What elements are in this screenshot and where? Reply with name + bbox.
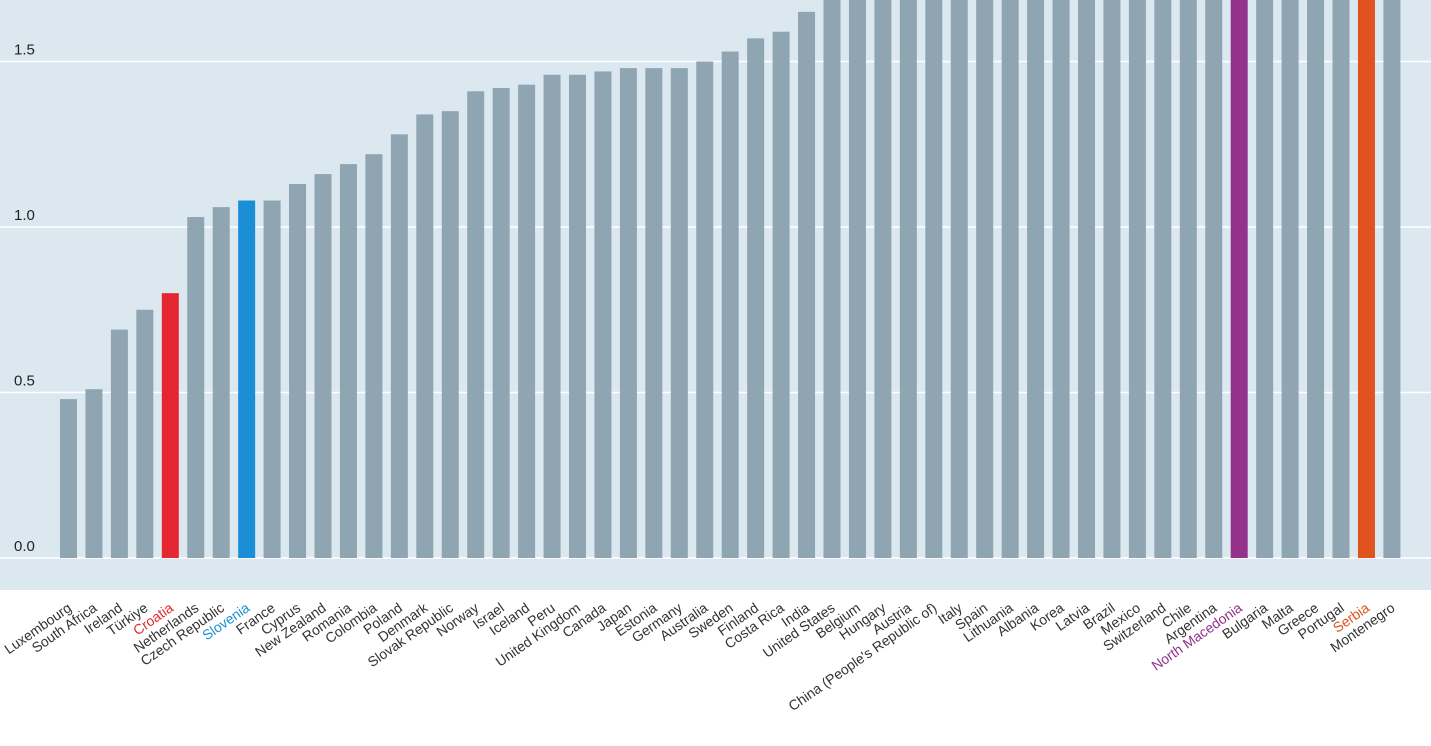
bar-spain bbox=[976, 0, 994, 558]
bar-italy bbox=[950, 0, 968, 558]
y-tick-label: 0.5 bbox=[14, 373, 35, 390]
bar-australia bbox=[696, 61, 714, 558]
y-tick-label: 1.0 bbox=[14, 207, 35, 224]
bar-czech-republic bbox=[212, 207, 230, 558]
bar-estonia bbox=[645, 68, 663, 559]
bar-argentina bbox=[1205, 0, 1223, 558]
bar-united-kingdom bbox=[569, 74, 586, 559]
bar-croatia bbox=[161, 293, 179, 558]
bar-israel bbox=[492, 87, 510, 558]
bar-romania bbox=[339, 164, 357, 559]
bar-chile bbox=[1179, 0, 1197, 558]
bar-costa-rica bbox=[772, 31, 790, 558]
bar-france bbox=[263, 200, 281, 558]
bar-finland bbox=[747, 38, 765, 558]
bar-luxembourg bbox=[60, 399, 77, 558]
bar-germany bbox=[670, 68, 688, 559]
bar-new-zealand bbox=[314, 174, 332, 559]
bar-denmark bbox=[416, 114, 434, 559]
bar-slovak-republic bbox=[441, 111, 459, 559]
bar-portugal bbox=[1332, 0, 1350, 558]
bar-cyprus bbox=[289, 183, 307, 558]
bar-peru bbox=[543, 74, 561, 559]
bar-slovenia bbox=[238, 200, 256, 558]
bar-canada bbox=[594, 71, 612, 559]
bars bbox=[60, 0, 1401, 559]
bar-albania bbox=[1027, 0, 1045, 558]
bar-t-rkiye bbox=[136, 309, 154, 558]
bar-greece bbox=[1307, 0, 1325, 559]
bar-south-africa bbox=[85, 389, 103, 558]
y-tick-label: 0.0 bbox=[14, 538, 35, 555]
bar-bulgaria bbox=[1256, 0, 1274, 558]
bar-north-macedonia bbox=[1230, 0, 1248, 558]
bar-serbia bbox=[1357, 0, 1375, 558]
bar-iceland bbox=[518, 84, 536, 559]
bar-austria bbox=[899, 0, 917, 558]
bar-lithuania bbox=[1001, 0, 1019, 558]
bar-latvia bbox=[1078, 0, 1095, 558]
bar-sweden bbox=[721, 51, 739, 558]
bar-netherlands bbox=[187, 217, 205, 558]
bar-belgium bbox=[848, 0, 866, 558]
y-axis-tick-labels: 0.00.51.01.52.02.53.0 bbox=[14, 42, 35, 556]
bar-poland bbox=[390, 134, 408, 558]
bar-united-states bbox=[823, 0, 841, 558]
bar-japan bbox=[619, 68, 637, 559]
bar-montenegro bbox=[1383, 0, 1401, 558]
bar-korea bbox=[1052, 0, 1070, 558]
bar-china-people-s-republic-of bbox=[925, 0, 943, 559]
bar-brazil bbox=[1103, 0, 1121, 558]
bar-colombia bbox=[365, 154, 383, 558]
bar-mexico bbox=[1128, 0, 1146, 559]
y-tick-label: 1.5 bbox=[14, 42, 35, 59]
bar-ireland bbox=[110, 329, 128, 558]
bar-hungary bbox=[874, 0, 892, 558]
bar-india bbox=[798, 11, 816, 559]
bar-switzerland bbox=[1154, 0, 1172, 559]
bar-malta bbox=[1281, 0, 1299, 559]
bar-norway bbox=[467, 91, 485, 558]
